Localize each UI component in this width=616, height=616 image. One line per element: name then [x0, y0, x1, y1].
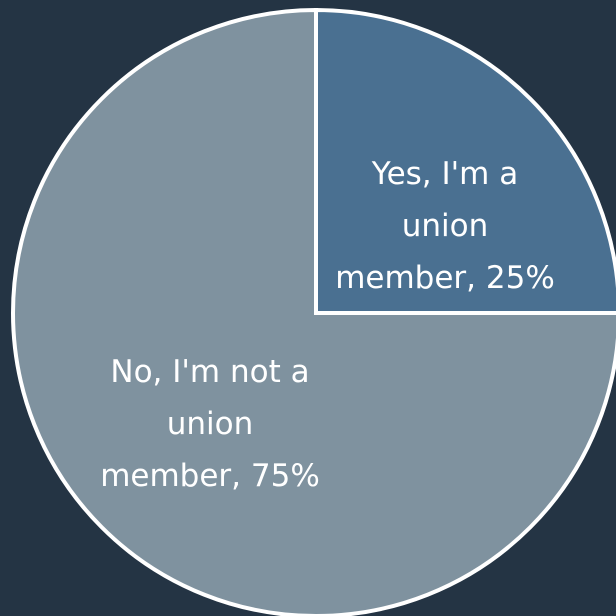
pie-slices [11, 7, 616, 616]
pie-slice-label-line: union [402, 208, 489, 244]
pie-labels: Yes, I'm a union member, 25% No, I'm not a u… [100, 156, 555, 494]
pie-slice-label-0: Yes, I'm a union member, 25% [335, 156, 555, 296]
pie-slice-label-line: No, I'm not a [110, 354, 309, 390]
pie-slice-label-line: member, 25% [335, 260, 555, 296]
pie-slice-label-line: member, 75% [100, 458, 320, 494]
pie-slice-label-line: union [167, 406, 254, 442]
pie-slice-label-line: Yes, I'm a [371, 156, 518, 192]
pie-slice-1 [11, 7, 616, 616]
pie-slice-label-1: No, I'm not a union member, 75% [100, 354, 320, 494]
pie-slice-0 [314, 7, 616, 315]
